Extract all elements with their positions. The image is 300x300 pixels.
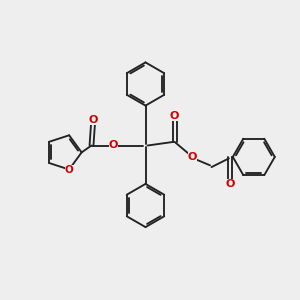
Text: O: O	[226, 178, 235, 189]
Text: O: O	[169, 111, 179, 122]
Text: O: O	[109, 140, 118, 151]
Text: O: O	[188, 152, 197, 162]
Text: O: O	[65, 164, 74, 175]
Text: O: O	[89, 115, 98, 125]
